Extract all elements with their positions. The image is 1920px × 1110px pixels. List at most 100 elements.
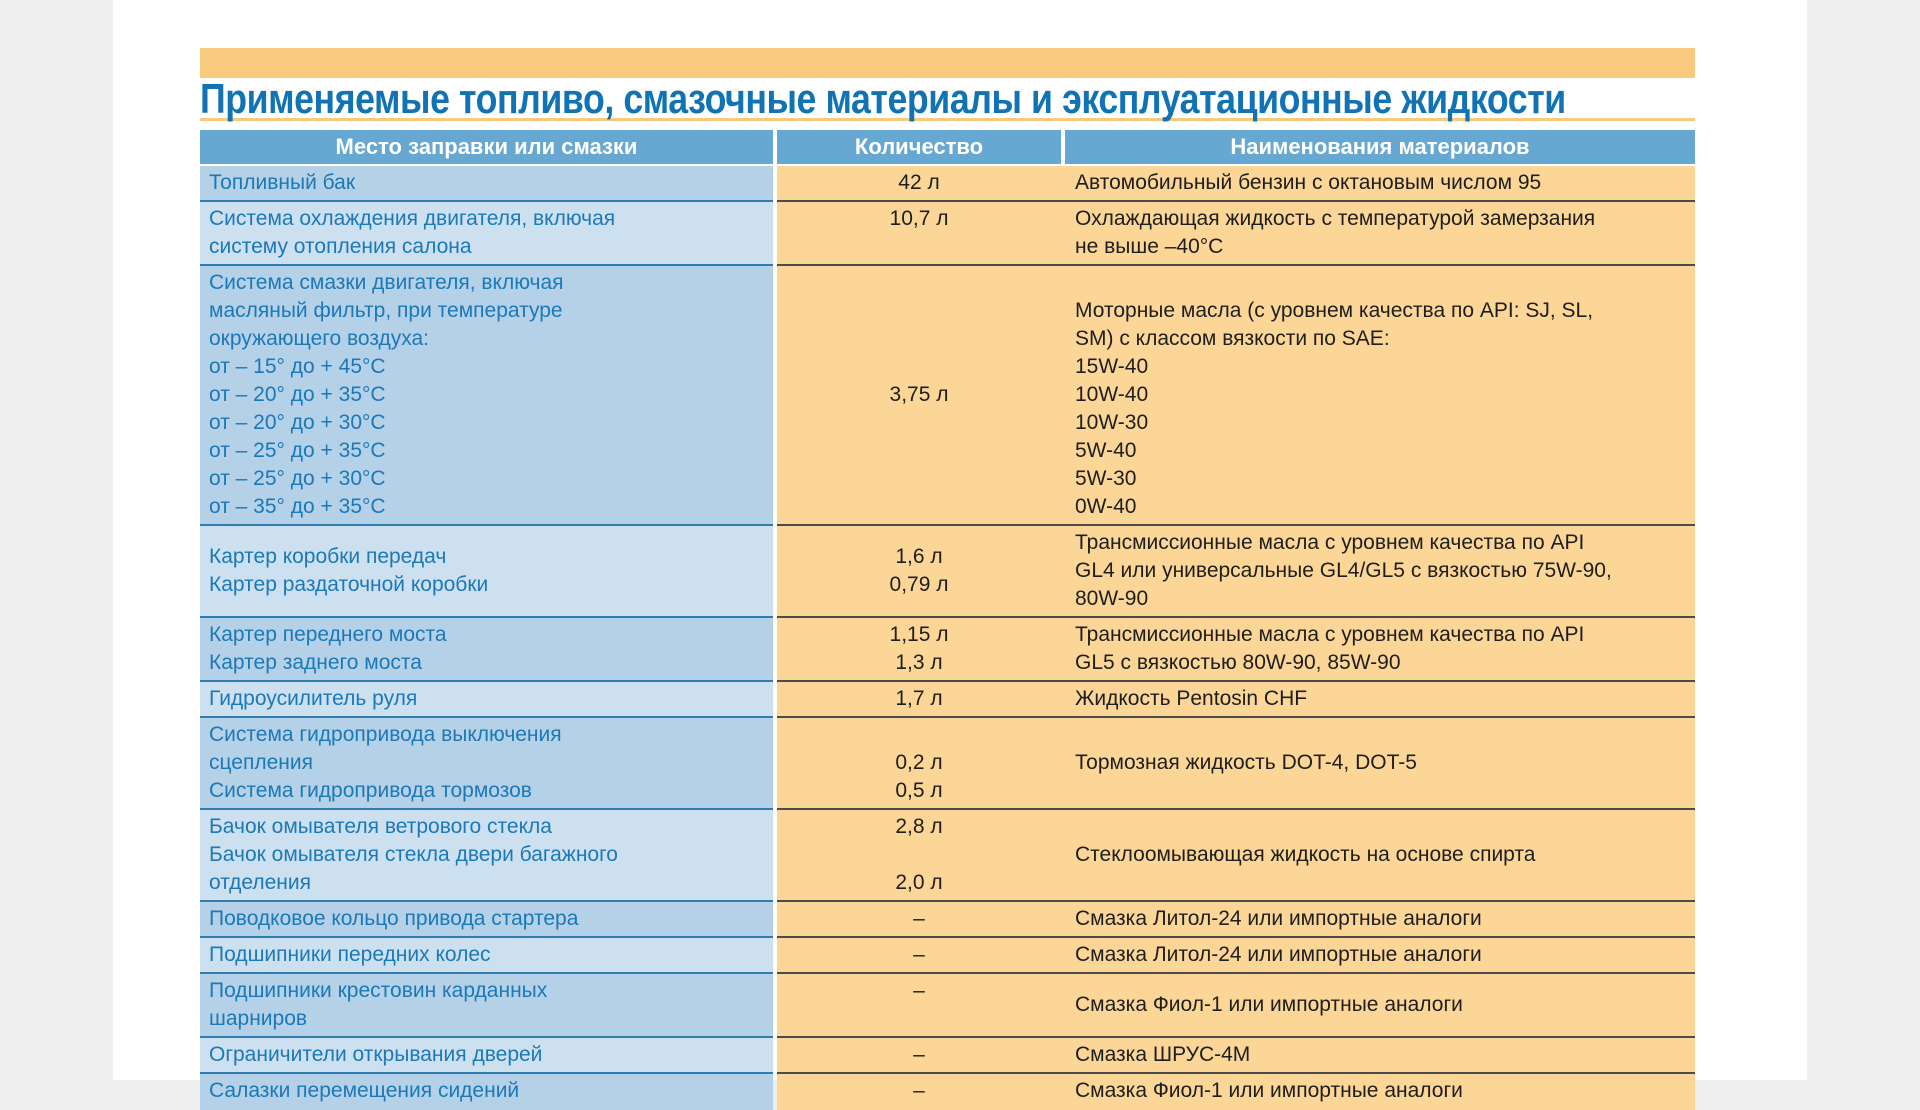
cell-line: GL5 с вязкостью 80W-90, 85W-90 bbox=[1075, 651, 1401, 674]
cell-qty: 3,75 л bbox=[777, 266, 1061, 526]
cell-place: Картер коробки передач Картер раздаточной… bbox=[200, 526, 773, 618]
cell-line: Система гидропривода тормозов bbox=[209, 779, 532, 802]
cell-line: Стеклоомывающая жидкость на основе спирт… bbox=[1075, 843, 1536, 866]
table-row: Подшипники крестовин карданных шарниров – С… bbox=[200, 974, 1695, 1038]
cell-line: Смазка Фиол-1 или импортные аналоги bbox=[1075, 993, 1463, 1016]
cell-line: от – 35° до + 35°C bbox=[209, 495, 386, 518]
page-title-text: Применяемые топливо, смазочные материалы… bbox=[200, 75, 1566, 122]
cell-line: Система охлаждения двигателя, включая bbox=[209, 207, 616, 230]
cell-materials: Жидкость Pentosin CHF bbox=[1061, 682, 1695, 718]
table-row: Картер переднего моста Картер заднего мос… bbox=[200, 618, 1695, 682]
cell-line: Гидроусилитель руля bbox=[209, 687, 418, 710]
cell-place: Система гидропривода выключения сцепления… bbox=[200, 718, 773, 810]
cell-qty: 42 л bbox=[777, 166, 1061, 202]
cell-line: – bbox=[913, 1079, 925, 1102]
cell-line: Автомобильный бензин с октановым числом … bbox=[1075, 171, 1542, 194]
table-row: Система смазки двигателя, включая масляны… bbox=[200, 266, 1695, 526]
cell-line bbox=[1075, 269, 1685, 297]
cell-line: Подшипники крестовин карданных bbox=[209, 979, 548, 1002]
cell-line: 1,6 л bbox=[895, 545, 943, 568]
cell-materials: Смазка Фиол-1 или импортные аналоги bbox=[1061, 974, 1695, 1038]
cell-line bbox=[777, 353, 1061, 381]
cell-line: от – 20° до + 35°C bbox=[209, 383, 386, 406]
cell-materials: Автомобильный бензин с октановым числом … bbox=[1061, 166, 1695, 202]
cell-qty: – bbox=[777, 902, 1061, 938]
cell-place: Бачок омывателя ветрового стекла Бачок ом… bbox=[200, 810, 773, 902]
cell-line: систему отопления салона bbox=[209, 235, 472, 258]
cell-materials: Тормозная жидкость DOT-4, DOT-5 bbox=[1061, 718, 1695, 810]
cell-line: Салазки перемещения сидений bbox=[209, 1079, 520, 1102]
cell-line: – bbox=[913, 943, 925, 966]
cell-line: Картер переднего моста bbox=[209, 623, 447, 646]
cell-line: GL4 или универсальные GL4/GL5 с вязкость… bbox=[1075, 559, 1612, 582]
cell-qty: 1,6 л 0,79 л bbox=[777, 526, 1061, 618]
cell-materials: Охлаждающая жидкость с температурой заме… bbox=[1061, 202, 1695, 266]
header-cell-materials: Наименования материалов bbox=[1065, 130, 1695, 164]
cell-line bbox=[777, 325, 1061, 353]
page-title: Применяемые топливо, смазочные материалы… bbox=[200, 75, 1695, 122]
table-row: Гидроусилитель руля 1,7 л Жидкость Pentosi… bbox=[200, 682, 1695, 718]
cell-line: 42 л bbox=[898, 171, 940, 194]
cell-line: 2,0 л bbox=[895, 871, 943, 894]
cell-qty: – bbox=[777, 938, 1061, 974]
cell-line: 0W-40 bbox=[1075, 495, 1137, 518]
cell-line: Бачок омывателя ветрового стекла bbox=[209, 815, 552, 838]
document-page: Применяемые топливо, смазочные материалы… bbox=[113, 0, 1807, 1110]
cell-line: 5W-30 bbox=[1075, 467, 1137, 490]
cell-place: Подшипники передних колес bbox=[200, 938, 773, 974]
cell-line: сцепления bbox=[209, 751, 313, 774]
cell-line: 0,79 л bbox=[889, 573, 949, 596]
table-row: Система охлаждения двигателя, включая сис… bbox=[200, 202, 1695, 266]
cell-qty: – bbox=[777, 1074, 1061, 1110]
cell-line: 10W-30 bbox=[1075, 411, 1149, 434]
cell-line: 2,8 л bbox=[895, 815, 943, 838]
cell-materials: Стеклоомывающая жидкость на основе спирт… bbox=[1061, 810, 1695, 902]
cell-line: Картер заднего моста bbox=[209, 651, 422, 674]
cell-line bbox=[777, 841, 1061, 869]
cell-line: Картер коробки передач bbox=[209, 545, 447, 568]
header-cell-place: Место заправки или смазки bbox=[200, 130, 773, 164]
cell-qty: 1,15 л 1,3 л bbox=[777, 618, 1061, 682]
cell-materials: Моторные масла (с уровнем качества по AP… bbox=[1061, 266, 1695, 526]
cell-line: 1,15 л bbox=[889, 623, 949, 646]
cell-line: Ограничители открывания дверей bbox=[209, 1043, 543, 1066]
cell-line: – bbox=[913, 979, 925, 1002]
top-accent-bar bbox=[200, 48, 1695, 78]
cell-materials: Смазка Литол-24 или импортные аналоги bbox=[1061, 902, 1695, 938]
cell-qty: 0,2 л 0,5 л bbox=[777, 718, 1061, 810]
cell-line: 1,7 л bbox=[895, 687, 943, 710]
cell-line: Трансмиссионные масла с уровнем качества… bbox=[1075, 623, 1585, 646]
cell-line: Смазка Литол-24 или импортные аналоги bbox=[1075, 907, 1482, 930]
cell-place: Гидроусилитель руля bbox=[200, 682, 773, 718]
cell-line: Поводковое кольцо привода стартера bbox=[209, 907, 579, 930]
table-row: Поводковое кольцо привода стартера – Смазк… bbox=[200, 902, 1695, 938]
cell-line: окружающего воздуха: bbox=[209, 327, 430, 350]
cell-place: Топливный бак bbox=[200, 166, 773, 202]
table-row: Ограничители открывания дверей – Смазка ШР… bbox=[200, 1038, 1695, 1074]
cell-line: – bbox=[913, 907, 925, 930]
table-row: Бачок омывателя ветрового стекла Бачок ом… bbox=[200, 810, 1695, 902]
cell-line: Трансмиссионные масла с уровнем качества… bbox=[1075, 531, 1585, 554]
table-row: Подшипники передних колес – Смазка Литол-2… bbox=[200, 938, 1695, 974]
cell-line: от – 15° до + 45°C bbox=[209, 355, 386, 378]
cell-line: масляный фильтр, при температуре bbox=[209, 299, 563, 322]
cell-qty: – bbox=[777, 974, 1061, 1038]
cell-place: Подшипники крестовин карданных шарниров bbox=[200, 974, 773, 1038]
cell-place: Поводковое кольцо привода стартера bbox=[200, 902, 773, 938]
cell-line: Топливный бак bbox=[209, 171, 356, 194]
cell-line: 5W-40 bbox=[1075, 439, 1137, 462]
title-underline bbox=[200, 118, 1695, 121]
cell-qty: 10,7 л bbox=[777, 202, 1061, 266]
cell-line: Система смазки двигателя, включая bbox=[209, 271, 564, 294]
cell-place: Ограничители открывания дверей bbox=[200, 1038, 773, 1074]
cell-line: 1,3 л bbox=[895, 651, 943, 674]
table-header-row: Место заправки или смазки Количество Наи… bbox=[200, 130, 1695, 164]
cell-materials: Трансмиссионные масла с уровнем качества… bbox=[1061, 618, 1695, 682]
page-content: Применяемые топливо, смазочные материалы… bbox=[200, 0, 1695, 1110]
cell-qty: 1,7 л bbox=[777, 682, 1061, 718]
cell-line: Смазка ШРУС-4М bbox=[1075, 1043, 1251, 1066]
header-cell-quantity: Количество bbox=[777, 130, 1061, 164]
table-body: Топливный бак 42 л Автомобильный бензин с … bbox=[200, 166, 1695, 1110]
cell-line: Картер раздаточной коробки bbox=[209, 573, 489, 596]
cell-line: от – 25° до + 35°C bbox=[209, 439, 386, 462]
